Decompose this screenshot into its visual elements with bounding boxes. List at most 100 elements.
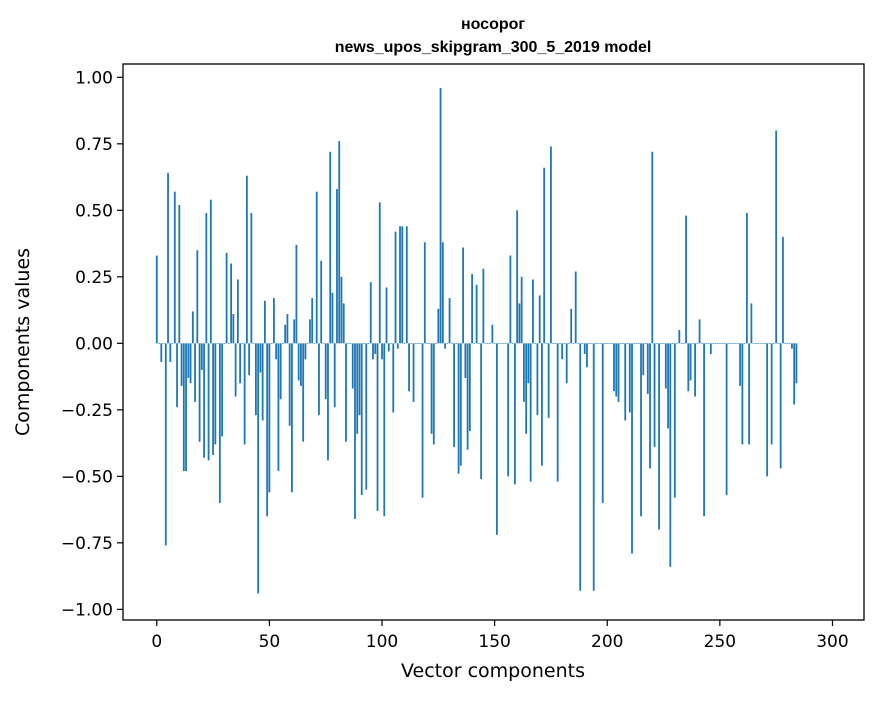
bar-251 (721, 343, 724, 344)
bar-206 (619, 343, 622, 344)
bar-124 (435, 343, 437, 344)
bar-34 (232, 314, 235, 344)
bar-204 (615, 343, 618, 397)
bar-250 (718, 343, 721, 344)
bar-208 (624, 343, 627, 421)
bar-183 (568, 343, 570, 344)
bar-266 (754, 343, 757, 344)
chart-title: носорог (461, 16, 525, 33)
bar-87 (351, 343, 354, 389)
bar-51 (270, 343, 273, 344)
bar-128 (444, 343, 446, 349)
bar-189 (581, 343, 584, 344)
bar-85 (347, 343, 350, 344)
bar-84 (345, 343, 347, 442)
bar-125 (437, 308, 440, 344)
bar-168 (534, 343, 537, 344)
bar-35 (234, 343, 237, 397)
bar-107 (396, 343, 399, 349)
bar-149 (491, 324, 494, 344)
bar-7 (171, 343, 174, 344)
bar-167 (532, 279, 534, 344)
bar-171 (541, 343, 543, 466)
y-tick-label: −0.25 (61, 401, 113, 421)
bar-138 (466, 343, 469, 450)
bar-37 (239, 343, 242, 384)
bar-13 (185, 343, 187, 472)
bar-88 (354, 343, 356, 519)
bar-236 (687, 343, 690, 392)
bar-210 (628, 343, 631, 413)
bar-54 (277, 343, 280, 472)
bar-198 (601, 343, 604, 503)
bar-246 (709, 343, 712, 354)
bar-136 (462, 247, 464, 344)
bar-148 (489, 343, 492, 344)
bar-39 (243, 343, 246, 445)
bar-79 (333, 343, 336, 408)
bar-111 (405, 226, 408, 344)
bar-184 (570, 308, 573, 344)
bar-249 (716, 343, 719, 344)
bar-230 (673, 343, 676, 498)
bar-71 (315, 191, 318, 344)
bar-267 (757, 343, 760, 344)
bar-6 (169, 343, 172, 362)
bar-137 (464, 343, 467, 378)
bar-261 (743, 343, 746, 344)
bar-55 (279, 343, 282, 400)
bar-119 (423, 242, 426, 344)
bar-271 (766, 343, 769, 477)
bar-23 (207, 343, 210, 461)
bar-18 (196, 250, 199, 344)
bar-228 (669, 343, 672, 567)
bar-26 (214, 343, 217, 445)
bar-269 (761, 343, 764, 344)
bar-215 (640, 343, 642, 517)
bar-78 (331, 292, 334, 344)
bar-166 (529, 343, 532, 482)
bar-217 (644, 343, 647, 344)
bar-170 (538, 295, 541, 344)
bar-112 (408, 343, 410, 392)
bar-62 (295, 244, 298, 344)
bar-262 (745, 212, 748, 344)
bar-81 (338, 141, 341, 344)
y-tick-label: 0.25 (75, 268, 113, 288)
bar-61 (293, 319, 296, 344)
bar-122 (430, 343, 433, 434)
y-axis-label: Components values (12, 248, 34, 436)
bar-169 (536, 343, 539, 416)
bar-63 (297, 343, 300, 381)
x-tick-label: 0 (151, 632, 162, 652)
bar-212 (633, 343, 636, 344)
bar-232 (678, 330, 681, 344)
bar-253 (725, 343, 728, 495)
bar-77 (329, 151, 332, 344)
bar-141 (473, 343, 476, 344)
bar-58 (286, 314, 289, 344)
bar-108 (399, 226, 401, 344)
bar-104 (390, 343, 392, 344)
bar-276 (777, 343, 780, 344)
bar-44 (254, 343, 257, 416)
bar-157 (509, 255, 512, 344)
y-tick-label: 0.50 (75, 201, 113, 221)
bar-70 (313, 343, 316, 344)
bar-237 (689, 343, 692, 381)
plot-frame (122, 63, 865, 621)
bar-130 (448, 298, 451, 344)
bar-4 (164, 343, 167, 546)
bar-174 (547, 343, 550, 418)
bar-284 (795, 343, 798, 384)
bar-113 (410, 343, 413, 344)
bar-41 (248, 343, 251, 376)
bar-205 (617, 343, 620, 402)
bar-277 (779, 343, 782, 469)
chart-subtitle: news_upos_skipgram_300_5_2019 model (335, 39, 652, 56)
bar-59 (288, 343, 291, 426)
bar-97 (374, 343, 377, 354)
bar-283 (793, 343, 796, 405)
